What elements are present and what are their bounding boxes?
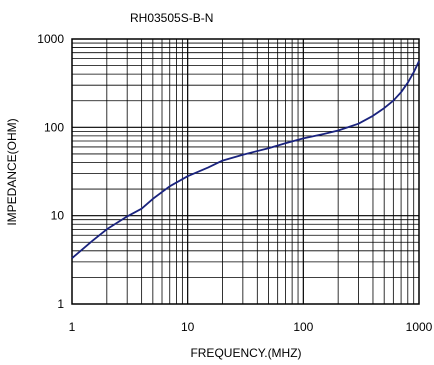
x-tick-label: 1000 [406, 320, 433, 334]
y-axis-label: IMPEDANCE(OHM) [5, 118, 19, 225]
chart-title: RH03505S-B-N [130, 11, 213, 25]
x-axis-label: FREQUENCY.(MHZ) [190, 346, 301, 360]
impedance-curve [71, 60, 420, 259]
tick-labels: 1 10 100 1000 1 10 100 1000 [37, 32, 432, 334]
x-tick-label: 1 [69, 320, 76, 334]
grid [72, 39, 419, 304]
x-tick-label: 10 [181, 320, 195, 334]
x-tick-label: 100 [293, 320, 313, 334]
y-tick-label: 1 [57, 297, 64, 311]
y-tick-label: 10 [51, 209, 65, 223]
plot-frame [71, 38, 420, 305]
y-tick-label: 1000 [37, 32, 64, 46]
y-tick-label: 100 [44, 120, 64, 134]
